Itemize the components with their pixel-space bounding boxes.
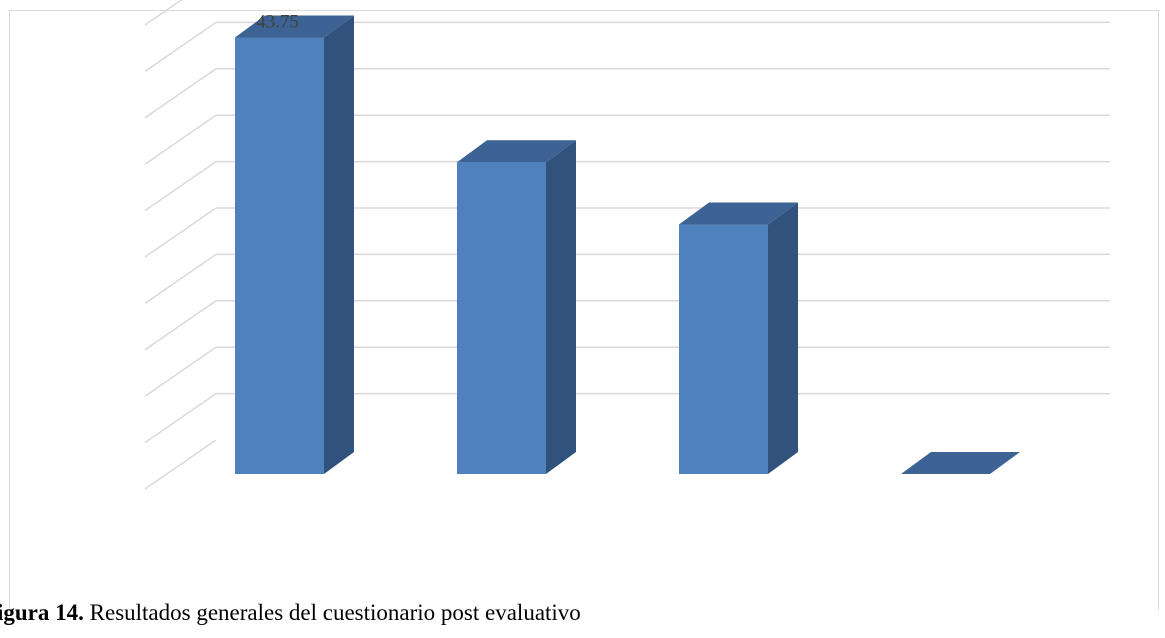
figure-caption: igura 14. Resultados generales del cuest…	[0, 600, 581, 626]
bar-top	[457, 140, 576, 163]
data-label: 43.75	[256, 11, 299, 32]
gridline-side	[144, 21, 217, 73]
gridline-side	[144, 114, 217, 165]
bar-top	[679, 202, 798, 225]
gridline-side	[144, 207, 217, 258]
bar-chart: 43.75	[144, 0, 1110, 490]
gridline-side	[144, 392, 217, 444]
bar-side	[546, 140, 576, 474]
bar-front	[457, 162, 546, 474]
caption-text: Resultados generales del cuestionario po…	[83, 600, 581, 625]
gridline-side	[144, 300, 217, 351]
bar-front	[235, 37, 324, 474]
gridline-side	[144, 0, 183, 26]
bar-top	[901, 452, 1020, 474]
gridline-side	[144, 68, 217, 119]
gridline-side	[144, 439, 217, 490]
gridline-side	[144, 160, 217, 212]
gridline-side	[144, 253, 217, 305]
bar-front	[679, 224, 768, 474]
chart-frame	[9, 10, 1159, 610]
gridline-side	[144, 346, 217, 397]
bar-side	[768, 202, 798, 475]
bar-side	[324, 15, 354, 474]
bar-top	[235, 15, 354, 38]
caption-label: igura 14.	[0, 600, 84, 625]
